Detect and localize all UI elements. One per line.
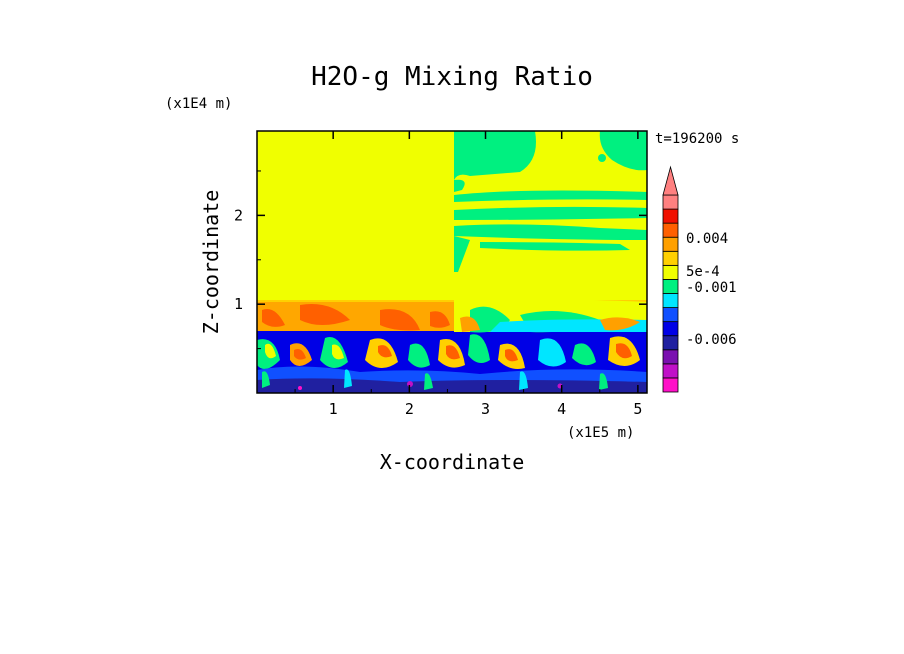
colorbar-swatch: [662, 264, 679, 280]
upper-right-bands: [454, 131, 647, 272]
colorbar: [662, 165, 679, 393]
colorbar-swatch: [662, 363, 679, 379]
x-tick-label: 4: [557, 400, 566, 418]
colorbar-swatch: [662, 293, 679, 308]
colorbar-swatch: [662, 222, 679, 238]
colorbar-swatch: [662, 321, 679, 337]
x-tick-label: 3: [481, 400, 490, 418]
low-layer-features: [257, 334, 647, 393]
colorbar-swatch: [662, 335, 679, 351]
colorbar-swatch: [662, 279, 679, 294]
colorbar-label: -0.001: [686, 280, 737, 296]
field-upper-left: [257, 131, 454, 301]
y-scale-label: (x1E4 m): [165, 96, 232, 112]
colorbar-swatch: [662, 349, 679, 365]
colorbar-label: 0.004: [686, 231, 728, 247]
y-tick-label: 2: [234, 206, 243, 224]
x-axis-label: X-coordinate: [380, 450, 525, 474]
colorbar-swatch: [662, 236, 679, 252]
colorbar-swatch: [662, 377, 679, 393]
colorbar-label: 5e-4: [686, 264, 720, 280]
colorbar-swatch: [662, 194, 679, 210]
chart-title: H2O-g Mixing Ratio: [311, 62, 593, 92]
time-label: t=196200 s: [655, 131, 739, 147]
mid-layer-features: [262, 298, 647, 333]
colorbar-swatch: [662, 307, 679, 323]
x-tick-label: 5: [633, 400, 642, 418]
x-scale-label: (x1E5 m): [567, 425, 634, 441]
y-axis-ticks: 12: [234, 170, 647, 350]
x-tick-label: 1: [329, 400, 338, 418]
colorbar-swatch: [662, 208, 679, 224]
x-axis-ticks: 1 2 3 4 5: [294, 131, 642, 418]
x-tick-label: 2: [405, 400, 414, 418]
plot-frame: [256, 130, 648, 394]
y-axis-label: Z-coordinate: [199, 190, 223, 335]
colorbar-label: -0.006: [686, 332, 737, 348]
field-mid-left-orange: [257, 302, 454, 332]
y-tick-label: 1: [234, 295, 243, 313]
colorbar-swatch: [662, 250, 679, 266]
plot-area: [257, 131, 647, 393]
colorbar-arrow: [662, 165, 679, 196]
